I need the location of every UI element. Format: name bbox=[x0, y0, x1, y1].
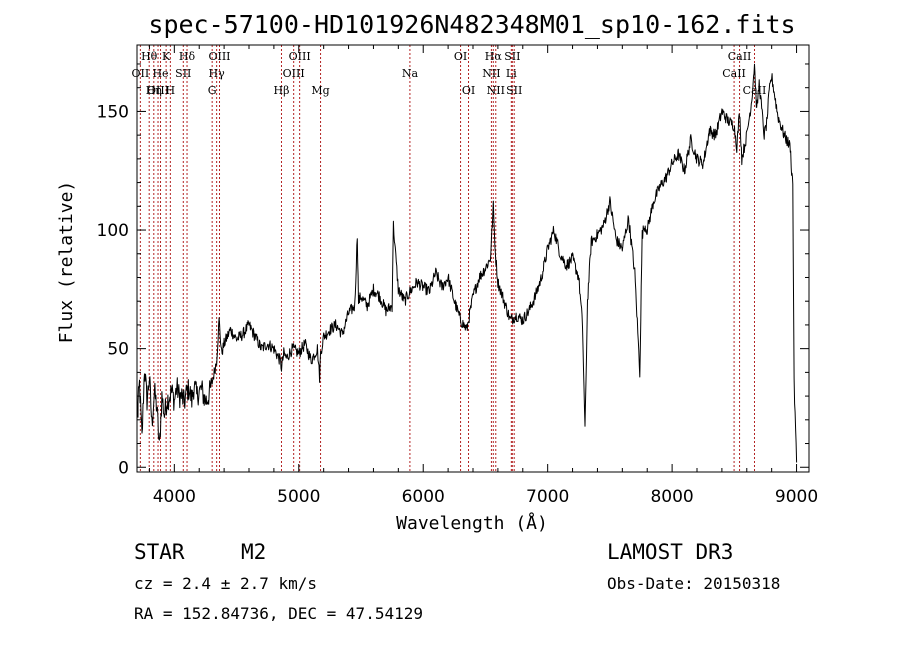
spectral-line-label: H bbox=[166, 84, 176, 97]
spectral-line-label: Hδ bbox=[179, 50, 196, 63]
spectral-line-label: Mg bbox=[311, 84, 329, 97]
spectral-line-label: G bbox=[208, 84, 217, 97]
spectral-line-label: Hβ bbox=[274, 84, 290, 97]
y-tick-label: 100 bbox=[97, 221, 129, 241]
x-tick-label: 6000 bbox=[402, 487, 445, 507]
spectral-line-label: Hη bbox=[146, 84, 162, 97]
plot-frame bbox=[136, 44, 810, 473]
spectral-line-label: CaII bbox=[722, 67, 746, 80]
axis-ticks: 4000 5000 6000 7000 8000 9000 0 50 100 150 bbox=[97, 45, 818, 507]
spectral-line-label: SII bbox=[504, 50, 520, 63]
spectral-line-label: Na bbox=[402, 67, 419, 80]
spectral-line-label: NII bbox=[482, 67, 500, 80]
x-tick-label: 5000 bbox=[277, 487, 320, 507]
spectral-line-label: OI bbox=[462, 84, 475, 97]
x-axis-label: Wavelength (Å) bbox=[396, 512, 548, 534]
spectral-line-label: Li bbox=[506, 67, 517, 80]
y-axis-label: Flux (relative) bbox=[56, 181, 77, 344]
y-tick-label: 150 bbox=[97, 102, 129, 122]
x-tick-label: 4000 bbox=[153, 487, 196, 507]
y-tick-label: 0 bbox=[118, 458, 129, 478]
spectral-line-label: Hθ bbox=[141, 50, 158, 63]
series-layer bbox=[137, 63, 798, 463]
spectral-line-markers bbox=[139, 45, 755, 472]
spectral-line-label: OIII bbox=[208, 50, 230, 63]
object-subclass: M2 bbox=[241, 540, 266, 564]
spectral-line-label: OI bbox=[454, 50, 467, 63]
spectral-line-label: OIII bbox=[289, 50, 311, 63]
x-tick-label: 9000 bbox=[775, 487, 818, 507]
chart-title: spec-57100-HD101926N482348M01_sp10-162.f… bbox=[148, 10, 795, 39]
survey-name: LAMOST DR3 bbox=[607, 540, 733, 564]
spectral-line-label: K bbox=[162, 50, 171, 63]
observation-date: Obs-Date: 20150318 bbox=[607, 574, 780, 593]
spectral-line-label: SII bbox=[175, 67, 191, 80]
spectral-line-label: He bbox=[152, 67, 168, 80]
spectral-line-label: OIII bbox=[283, 67, 305, 80]
object-class: STAR bbox=[134, 540, 185, 564]
y-tick-label: 50 bbox=[107, 340, 129, 360]
spectral-line-label: Hα bbox=[485, 50, 503, 63]
x-tick-label: 8000 bbox=[650, 487, 693, 507]
spectral-line-label: OIII bbox=[147, 84, 169, 97]
redshift-value: cz = 2.4 ± 2.7 km/s bbox=[134, 574, 317, 593]
spectral-line-label: SII bbox=[506, 84, 522, 97]
spectral-line-label: NII bbox=[487, 84, 505, 97]
x-tick-label: 7000 bbox=[526, 487, 569, 507]
spectral-line-label: OII bbox=[132, 67, 150, 80]
spectrum-series-line bbox=[137, 63, 798, 463]
sky-coordinates: RA = 152.84736, DEC = 47.54129 bbox=[134, 604, 423, 623]
spectral-line-label: CaII bbox=[743, 84, 767, 97]
spectral-line-label: CaII bbox=[728, 50, 752, 63]
spectral-line-label: Hγ bbox=[209, 67, 226, 80]
